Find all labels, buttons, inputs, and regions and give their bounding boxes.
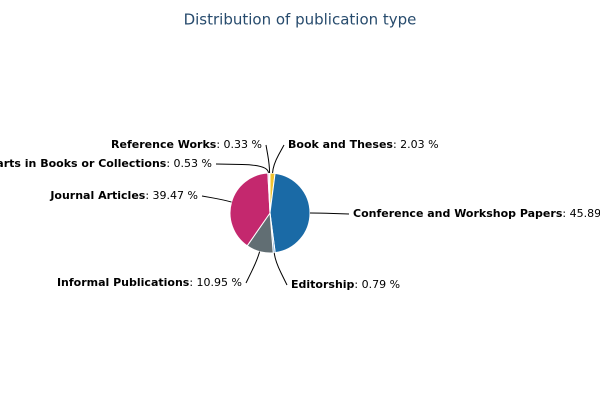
label-value: : 10.95 % [189,276,242,289]
label-value: : 0.79 % [354,278,400,291]
label-name: Informal Publications [57,276,190,289]
label-name: Reference Works [111,138,217,151]
connector [215,163,270,174]
label-name: Journal Articles [49,189,145,202]
label-value: : 2.03 % [393,138,439,151]
data-label: Editorship: 0.79 % [291,278,400,291]
pie-slice [268,172,271,214]
label-value: : 39.47 % [145,189,198,202]
label-value: : 0.53 % [166,157,212,170]
data-label: Conference and Workshop Papers: 45.89 % [353,207,600,220]
data-label: Informal Publications: 10.95 % [57,276,242,289]
connector [201,195,232,203]
label-name: Book and Theses [288,138,393,151]
connector [245,251,261,284]
connector [272,144,285,174]
data-label: Book and Theses: 2.03 % [288,138,439,151]
connector [309,212,350,215]
label-name: Editorship [291,278,355,291]
label-name: Conference and Workshop Papers [353,207,563,220]
pie-slice [269,172,311,254]
label-value: : 45.89 % [562,207,600,220]
data-label: Reference Works: 0.33 % [111,138,262,151]
data-label: Parts in Books or Collections: 0.53 % [0,157,212,170]
chart-title: Distribution of publication type [184,11,417,29]
data-label: Journal Articles: 39.47 % [49,189,198,202]
label-name: Parts in Books or Collections [0,157,167,170]
connector [265,144,271,174]
label-value: : 0.33 % [216,138,262,151]
connector [273,252,288,286]
pie-slice [229,172,271,247]
